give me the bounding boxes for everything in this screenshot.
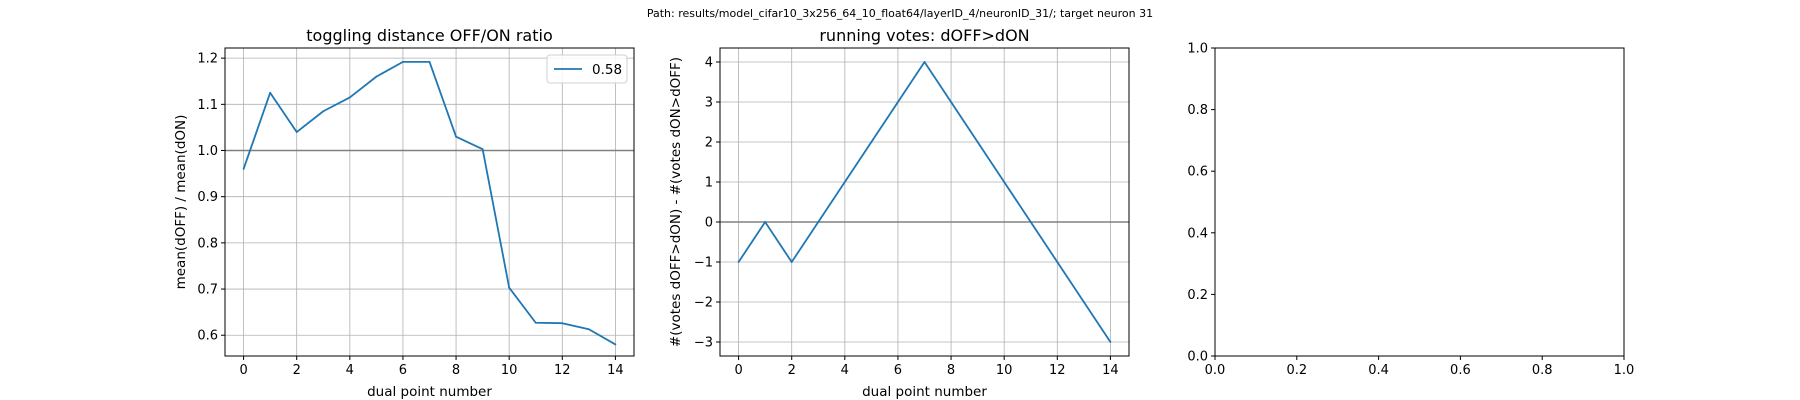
y-tick-label: 1.2 [197,52,218,67]
x-tick-label: 0 [734,363,742,378]
x-tick-label: 0.4 [1368,363,1389,378]
figure-suptitle: Path: results/model_cifar10_3x256_64_10_… [646,7,1154,20]
x-tick-label: 12 [554,363,571,378]
data-point [614,343,617,346]
y-tick-label: 1.0 [197,144,218,159]
x-tick-label: 6 [399,363,407,378]
y-tick-label: −1 [694,256,713,271]
subplot-1: 0 2 4 6 8 10 12 14 0.6 0.7 0.8 0.9 1.0 1.1 1.2 toggling… [173,26,635,400]
x-tick-label: 2 [293,363,301,378]
data-point [375,75,378,78]
y-tick-label: 0.0 [1187,350,1208,365]
axes-title: running votes: dOFF>dON [819,26,1029,45]
data-point [1056,261,1059,263]
data-point [1003,181,1006,183]
x-tick-label: 8 [452,363,460,378]
y-tick-label: 0.2 [1187,288,1208,303]
y-tick-label: −3 [694,336,713,351]
y-axis-label: #(votes dOFF>dON) - #(votes dON>dOFF) [668,57,684,347]
data-point [764,221,767,223]
y-tick-label: 4 [705,56,713,71]
axes-title: toggling distance OFF/ON ratio [306,26,552,45]
data-point [455,135,457,138]
y-tick-label: −2 [694,296,713,311]
y-tick-label: 2 [705,136,713,151]
data-point [242,168,245,170]
y-tick-label: 0.9 [197,190,218,205]
y-tick-label: 1.0 [1187,42,1208,57]
data-point [790,261,793,263]
x-tick-label: 1.0 [1614,363,1635,378]
x-tick-label: 0 [239,363,247,378]
y-tick-label: 0.4 [1187,226,1208,241]
series-line-1 [737,61,1112,343]
x-tick-label: 4 [346,363,354,378]
data-point [508,286,511,289]
data-point [428,60,431,63]
x-tick-label: 0.6 [1450,363,1471,378]
data-point [269,91,272,94]
data-point [817,221,820,223]
x-tick-label: 10 [996,363,1013,378]
axes-frame [224,47,635,357]
x-tick-label: 0.0 [1205,363,1226,378]
legend-label: 0.58 [592,62,622,78]
y-tick-label: 1.1 [197,98,218,113]
data-point [1082,301,1085,303]
data-point [295,131,298,133]
data-point [1109,341,1112,343]
data-point [534,321,537,324]
legend-box [546,54,628,84]
x-axis-label: dual point number [862,384,987,400]
data-point [737,261,740,263]
x-tick-label: 10 [501,363,518,378]
data-point [587,328,590,331]
y-tick-label: 0.8 [1187,103,1208,118]
x-tick-label: 14 [607,363,624,378]
y-tick-label: 0.6 [197,329,218,344]
data-point [870,141,873,143]
data-point [322,110,325,113]
y-tick-label: 3 [705,96,713,111]
x-tick-label: 0.2 [1286,363,1307,378]
axes-frame [719,47,1130,357]
y-tick-label: 0 [705,216,713,231]
data-point [976,141,979,143]
x-tick-label: 14 [1102,363,1119,378]
data-point [843,181,846,183]
data-point [561,322,564,325]
data-point [950,101,952,103]
x-axis-label: dual point number [367,384,492,400]
x-tick-label: 4 [841,363,849,378]
y-tick-label: 1 [705,176,713,191]
data-point [481,148,484,151]
subplot-3: 0.0 0.2 0.4 0.6 0.8 1.0 0.0 0.2 0.4 0.6 0.8 1.0 [1187,42,1634,379]
data-point [1029,221,1032,223]
data-point [923,61,926,63]
data-point [348,96,351,99]
data-point [897,101,899,103]
y-tick-label: 0.6 [1187,165,1208,180]
axes-frame [1214,47,1625,357]
x-tick-label: 0.8 [1532,363,1553,378]
x-tick-label: 12 [1049,363,1066,378]
x-tick-label: 8 [947,363,955,378]
y-axis-label: mean(dOFF) / mean(dON) [173,115,189,290]
y-tick-label: 0.7 [197,283,218,298]
legend: 0.58 [546,54,628,84]
x-tick-label: 6 [894,363,902,378]
y-tick-label: 0.8 [197,236,218,251]
data-point [402,60,404,63]
x-tick-label: 2 [788,363,796,378]
